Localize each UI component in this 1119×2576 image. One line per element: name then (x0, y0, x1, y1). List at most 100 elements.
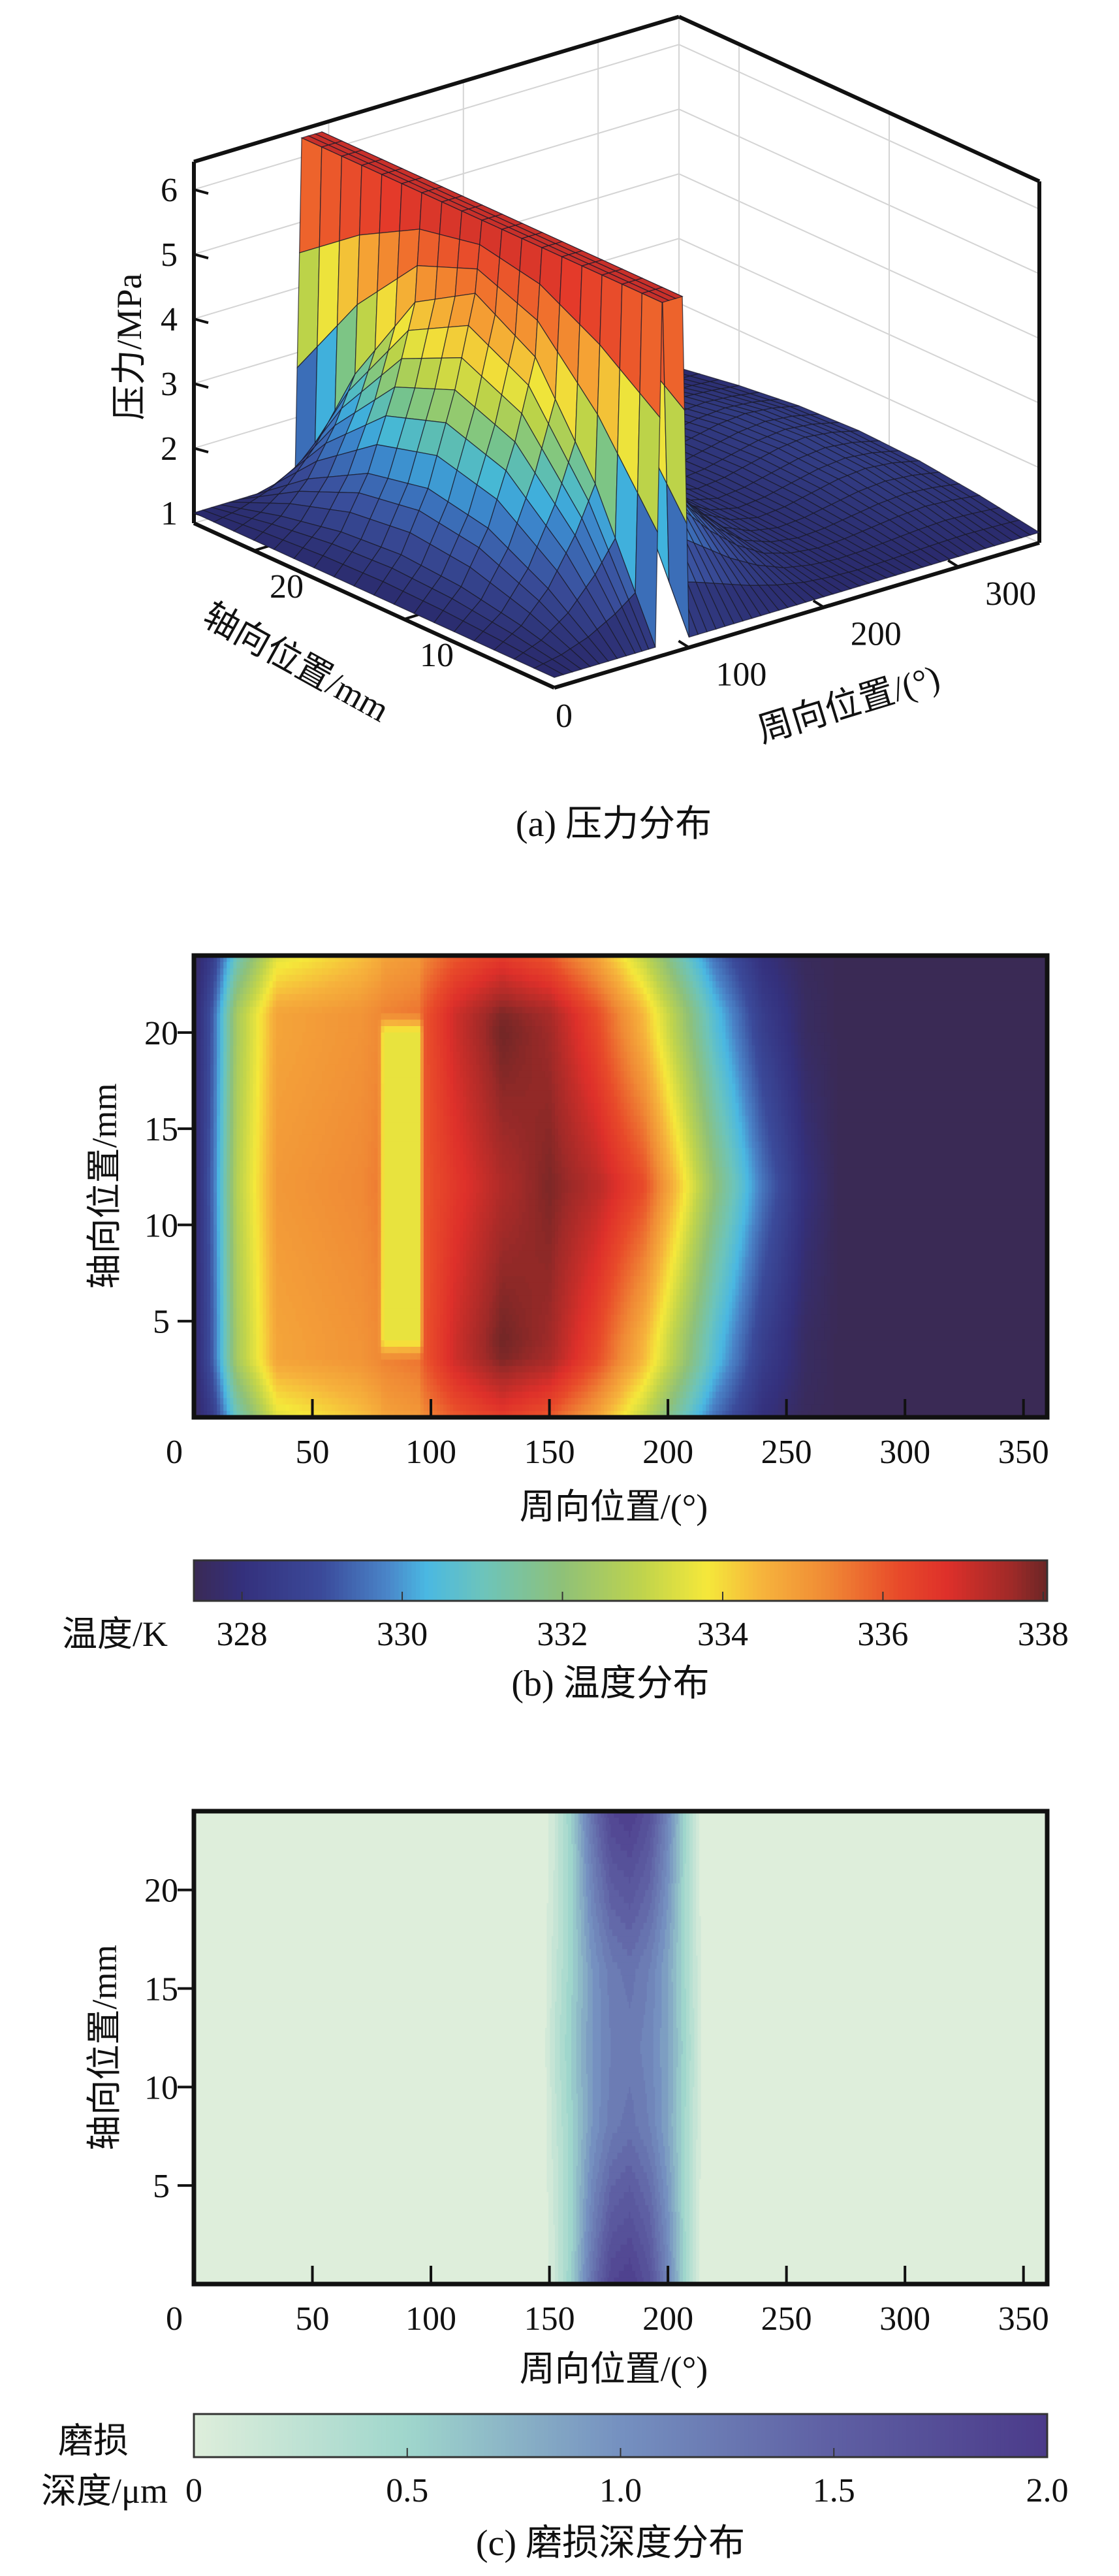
temperature-cell (272, 1090, 277, 1097)
temperature-cell (551, 1077, 556, 1085)
temperature-cell (197, 1020, 201, 1027)
temperature-cell (659, 1013, 664, 1020)
temperature-cell (522, 988, 526, 995)
temperature-cell (305, 1013, 316, 1020)
temperature-cell (197, 968, 201, 976)
temperature-cell (420, 1006, 424, 1014)
temperature-cell (496, 1052, 500, 1059)
temperature-cell (298, 1045, 309, 1053)
temperature-cell (732, 1000, 736, 1008)
temperature-cell (800, 988, 805, 995)
temperature-cell (630, 1058, 635, 1065)
temperature-cell (220, 961, 225, 969)
temperature-cell (709, 1103, 714, 1110)
temperature-cell (551, 1064, 556, 1072)
temperature-cell (430, 1032, 434, 1040)
temperature-cell (295, 1084, 306, 1091)
temperature-cell (702, 961, 706, 969)
temperature-cell (650, 993, 654, 1001)
temperature-cell (781, 1077, 785, 1085)
temperature-cell (341, 1084, 353, 1091)
temperature-cell (784, 1006, 789, 1014)
temperature-cell (669, 1084, 674, 1091)
temperature-cell (256, 1090, 260, 1097)
temperature-cell (456, 1026, 460, 1033)
temperature-cell (771, 1058, 776, 1065)
temperature-cell (607, 1032, 612, 1040)
temperature-cell (722, 1097, 727, 1104)
temperature-cell (482, 1052, 487, 1059)
temperature-cell (617, 1000, 622, 1008)
temperature-cell (719, 1013, 723, 1020)
temperature-cell (272, 1038, 277, 1046)
temperature-cell (738, 1064, 743, 1072)
temperature-cell (548, 1084, 552, 1091)
temperature-cell (601, 961, 605, 969)
temperature-cell (646, 1000, 651, 1008)
temperature-cell (374, 988, 379, 995)
temperature-cell (729, 1103, 733, 1110)
temperature-cell (200, 1090, 204, 1097)
temperature-cell (797, 981, 802, 988)
temperature-cell (236, 1077, 241, 1085)
temperature-cell (253, 974, 257, 982)
temperature-cell (719, 1084, 723, 1091)
temperature-cell (781, 1052, 785, 1059)
temperature-cell (627, 1038, 631, 1046)
temperature-cell (666, 981, 670, 988)
temperature-cell (285, 1084, 296, 1091)
temperature-cell (210, 1058, 214, 1065)
temperature-cell (774, 1006, 779, 1014)
temperature-cell (808, 1006, 815, 1014)
temperature-cell (341, 968, 349, 976)
temperature-cell (581, 993, 586, 1001)
temperature-cell (696, 974, 700, 982)
temperature-cell (755, 1045, 759, 1053)
temperature-cell (623, 1020, 628, 1027)
temperature-cell (374, 1097, 379, 1104)
temperature-cell (686, 974, 690, 982)
temperature-cell (604, 1103, 608, 1110)
temperature-cell (669, 1064, 674, 1072)
temperature-cell (544, 1020, 549, 1027)
temperature-cell (200, 1000, 204, 1008)
temperature-cell (456, 1077, 460, 1085)
temperature-cell (292, 1032, 303, 1040)
temperature-cell (755, 1071, 759, 1078)
temperature-cell (466, 1097, 471, 1104)
temperature-cell (588, 1090, 592, 1097)
temperature-cell (525, 1045, 533, 1053)
temperature-cell (269, 1006, 274, 1014)
temperature-cell (381, 1020, 385, 1027)
temperature-cell (646, 1020, 651, 1027)
temperature-cell (338, 1026, 349, 1033)
temperature-cell (771, 1000, 776, 1008)
temperature-cell (578, 1013, 582, 1020)
temperature-cell (558, 1045, 562, 1053)
temperature-cell (771, 1013, 776, 1020)
temperature-cell (594, 1006, 599, 1014)
temperature-cell (558, 961, 562, 969)
temperature-cell (646, 1045, 651, 1053)
temperature-cell (240, 1064, 244, 1072)
temperature-cell (568, 974, 572, 982)
temperature-cell (499, 1090, 503, 1097)
temperature-cell (732, 981, 736, 988)
temperature-cell (656, 1013, 661, 1020)
temperature-cell (246, 981, 251, 988)
temperature-cell (676, 1071, 680, 1078)
temperature-cell (610, 1071, 615, 1078)
temperature-cell (361, 1038, 369, 1046)
temperature-cell (800, 974, 805, 982)
temperature-cell (315, 1032, 326, 1040)
surface-patch (415, 265, 438, 303)
temperature-cell (282, 1020, 293, 1027)
temperature-cell (659, 1097, 664, 1104)
temperature-cell (361, 1090, 366, 1097)
temperature-cell (315, 1064, 326, 1072)
temperature-cell (292, 981, 300, 988)
temperature-cell (637, 1045, 641, 1053)
temperature-cell (450, 1090, 454, 1097)
temperature-cell (643, 1071, 648, 1078)
temperature-cell (787, 1077, 792, 1085)
